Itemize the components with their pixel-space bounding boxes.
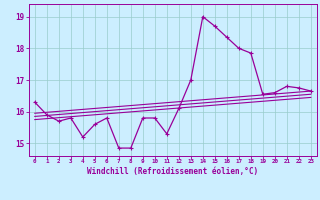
X-axis label: Windchill (Refroidissement éolien,°C): Windchill (Refroidissement éolien,°C) — [87, 167, 258, 176]
